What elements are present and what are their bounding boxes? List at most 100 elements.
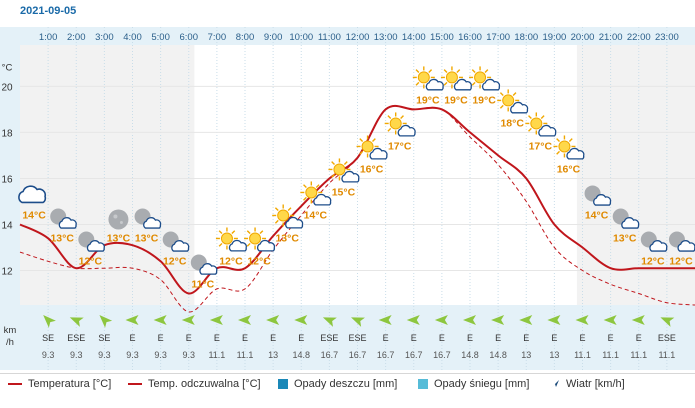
partly-cloudy-night-icon xyxy=(50,208,77,229)
sun-ray xyxy=(499,92,504,96)
wind-arrow-shape xyxy=(434,315,448,325)
wind-arrow-icon xyxy=(575,315,589,325)
sun-ray xyxy=(246,230,251,235)
forecast-chart: 1:00 2:00 3:00 4:00 5:00 6:00 7:00 8:00 9:00 10:0… xyxy=(0,27,695,370)
temp-label: 19°C xyxy=(444,94,468,106)
temp-label: 19°C xyxy=(416,94,440,106)
wind-arrow-shape xyxy=(519,315,533,325)
sun-ray xyxy=(443,69,448,73)
partly-sunny-icon xyxy=(215,227,247,252)
wind-speed: 14.8 xyxy=(489,350,507,360)
wind-arrow-shape xyxy=(209,315,223,325)
sun-ray xyxy=(415,81,420,86)
wind-speed: 9.3 xyxy=(182,350,195,360)
wind-speed: 16.7 xyxy=(377,350,395,360)
partly-cloudy-night-icon xyxy=(78,231,105,252)
partly-cloudy-night-icon xyxy=(668,231,695,252)
hour-label: 13:00 xyxy=(374,32,398,43)
wind-arrow-shape xyxy=(69,317,84,327)
temp-label: 14°C xyxy=(304,209,328,221)
sun-shape xyxy=(530,117,543,130)
sun-ray xyxy=(456,69,461,73)
temp-label: 17°C xyxy=(529,140,553,152)
cloud-shape xyxy=(425,78,444,91)
wind-arrow-icon xyxy=(547,315,561,325)
legend-item-temp: Temperatura [°C] xyxy=(8,378,111,390)
sun-ray xyxy=(540,115,545,119)
wind-direction: E xyxy=(411,333,417,343)
wind-unit-bottom: /h xyxy=(6,337,14,348)
wind-arrow-icon xyxy=(99,315,113,328)
wind-direction: E xyxy=(383,333,389,343)
temp-label: 19°C xyxy=(472,94,496,106)
wind-direction: E xyxy=(298,333,304,343)
wind-speed: 14.8 xyxy=(461,350,479,360)
wind-direction: E xyxy=(608,333,614,343)
hour-label: 8:00 xyxy=(236,32,255,43)
wind-speed: 11.1 xyxy=(602,350,619,360)
y-axis-band xyxy=(0,27,20,370)
hour-label: 12:00 xyxy=(346,32,370,43)
sun-ray xyxy=(415,69,420,73)
sun-ray xyxy=(218,242,223,247)
moon-shape xyxy=(108,209,129,230)
cloud-shape xyxy=(482,78,501,91)
hour-label: 7:00 xyxy=(208,32,227,43)
wind-arrow-shape xyxy=(547,315,561,325)
cloud-shape xyxy=(143,217,162,229)
sun-ray xyxy=(428,69,433,73)
legend-line-icon xyxy=(8,383,22,386)
snow-swatch-icon xyxy=(418,379,428,390)
temp-label: 14°C xyxy=(585,209,609,221)
moon-crater xyxy=(119,220,123,224)
y-tick-label: 14 xyxy=(1,220,13,231)
partly-sunny-icon xyxy=(525,112,557,137)
sun-shape xyxy=(445,71,458,84)
partly-sunny-icon xyxy=(553,135,585,160)
sun-ray xyxy=(568,138,573,142)
temp-label: 12°C xyxy=(669,255,693,267)
cloud-shape xyxy=(538,124,557,137)
temp-label: 16°C xyxy=(557,163,581,175)
hour-label: 14:00 xyxy=(402,32,426,43)
wind-arrow-shape xyxy=(125,315,139,325)
cloud-shape xyxy=(593,194,612,206)
sun-ray xyxy=(359,150,364,155)
hour-label: 22:00 xyxy=(627,32,651,43)
sun-ray xyxy=(343,161,348,166)
feels-like-line xyxy=(19,105,695,313)
wind-speed: 9.3 xyxy=(126,350,139,360)
wind-direction: E xyxy=(523,333,529,343)
sun-shape xyxy=(249,232,262,245)
hour-header xyxy=(0,27,695,45)
wind-arrow-shape xyxy=(660,317,675,327)
sun-ray xyxy=(331,161,335,166)
wind-arrow-icon xyxy=(181,315,195,325)
sun-shape xyxy=(417,71,430,84)
wind-arrow-icon xyxy=(266,315,280,325)
wind-arrow-icon xyxy=(125,315,139,325)
partly-cloudy-night-icon xyxy=(612,208,640,229)
wind-speed: 13 xyxy=(268,350,278,360)
wind-direction: E xyxy=(551,333,557,343)
hour-label: 3:00 xyxy=(95,32,114,43)
sun-shape xyxy=(220,232,233,245)
wind-arrow-shape xyxy=(43,315,56,328)
wind-arrow-shape xyxy=(491,315,505,325)
cloud-shape xyxy=(199,263,218,275)
sun-ray xyxy=(512,92,517,96)
partly-sunny-icon xyxy=(384,112,416,137)
wind-arrow-icon xyxy=(631,315,645,325)
wind-speed: 16.7 xyxy=(433,350,451,360)
temp-label: 17°C xyxy=(388,140,412,152)
wind-arrow-shape xyxy=(294,315,308,325)
wind-arrow-shape xyxy=(575,315,589,325)
wind-arrow-icon xyxy=(351,317,365,327)
sun-ray xyxy=(387,115,392,119)
sun-ray xyxy=(499,104,504,109)
cloud-shape xyxy=(58,217,77,229)
sun-ray xyxy=(315,184,320,189)
legend: Temperatura [°C] Temp. odczuwalna [°C] O… xyxy=(0,370,695,398)
wind-direction: E xyxy=(467,333,473,343)
wind-unit-top: km xyxy=(4,325,17,336)
